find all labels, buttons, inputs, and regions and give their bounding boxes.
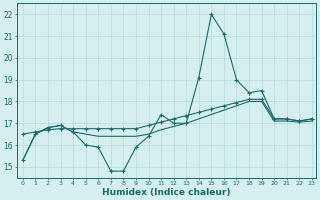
X-axis label: Humidex (Indice chaleur): Humidex (Indice chaleur) (102, 188, 230, 197)
